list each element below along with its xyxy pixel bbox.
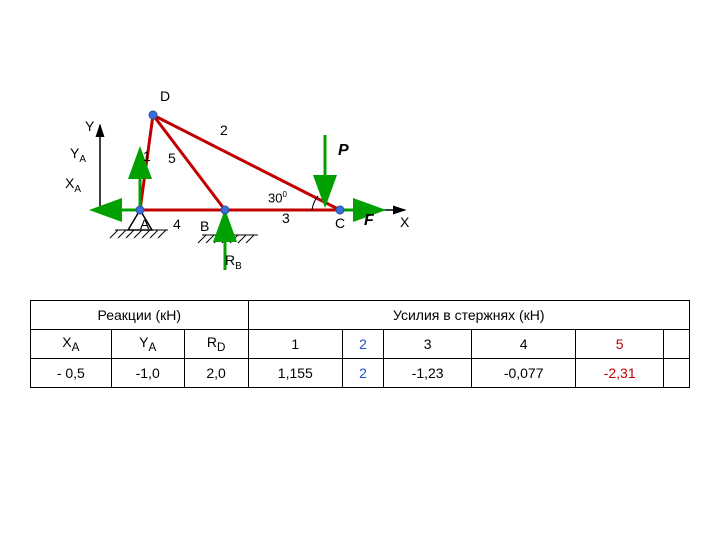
lbl-B: B [200, 218, 209, 234]
lbl-m1: 1 [143, 148, 151, 164]
v-4: -0,077 [472, 359, 576, 388]
lbl-m5: 5 [168, 150, 176, 166]
h-4: 4 [472, 330, 576, 359]
lbl-Y: Y [85, 118, 94, 134]
lbl-m2: 2 [220, 122, 228, 138]
h-2: 2 [343, 330, 384, 359]
v-5: -2,31 [576, 359, 664, 388]
lbl-angle: 300 [268, 190, 287, 205]
hdr-reactions: Реакции (кН) [31, 301, 249, 330]
v-YA: -1,0 [111, 359, 184, 388]
v-1: 1,155 [248, 359, 343, 388]
h-3: 3 [383, 330, 471, 359]
h-1: 1 [248, 330, 343, 359]
v-3: -1,23 [383, 359, 471, 388]
lbl-A: A [140, 216, 149, 232]
table-row: - 0,5 -1,0 2,0 1,155 2 -1,23 -0,077 -2,3… [31, 359, 690, 388]
table-header-groups: Реакции (кН) Усилия в стержнях (кН) [31, 301, 690, 330]
lbl-m3: 3 [282, 210, 290, 226]
h-YA: YA [111, 330, 184, 359]
v-RD: 2,0 [184, 359, 248, 388]
truss-svg [60, 80, 460, 280]
lbl-m4: 4 [173, 216, 181, 232]
h-blank [664, 330, 690, 359]
table-header-cols: XA YA RD 1 2 3 4 5 [31, 330, 690, 359]
v-XA: - 0,5 [31, 359, 112, 388]
lbl-XA: XA [65, 175, 81, 195]
lbl-P: P [338, 142, 349, 160]
results-table: Реакции (кН) Усилия в стержнях (кН) XA Y… [30, 300, 690, 388]
lbl-D: D [160, 88, 170, 104]
truss-diagram: D Y YA XA 1 5 2 4 3 300 A B C P F X RB [60, 80, 460, 280]
hdr-forces: Усилия в стержнях (кН) [248, 301, 689, 330]
v-blank [664, 359, 690, 388]
lbl-C: C [335, 215, 345, 231]
lbl-F: F [364, 212, 374, 230]
h-RD: RD [184, 330, 248, 359]
lbl-X: X [400, 214, 409, 230]
lbl-YA: YA [70, 145, 86, 165]
h-XA: XA [31, 330, 112, 359]
v-2: 2 [343, 359, 384, 388]
lbl-RB: RB [225, 252, 242, 272]
h-5: 5 [576, 330, 664, 359]
